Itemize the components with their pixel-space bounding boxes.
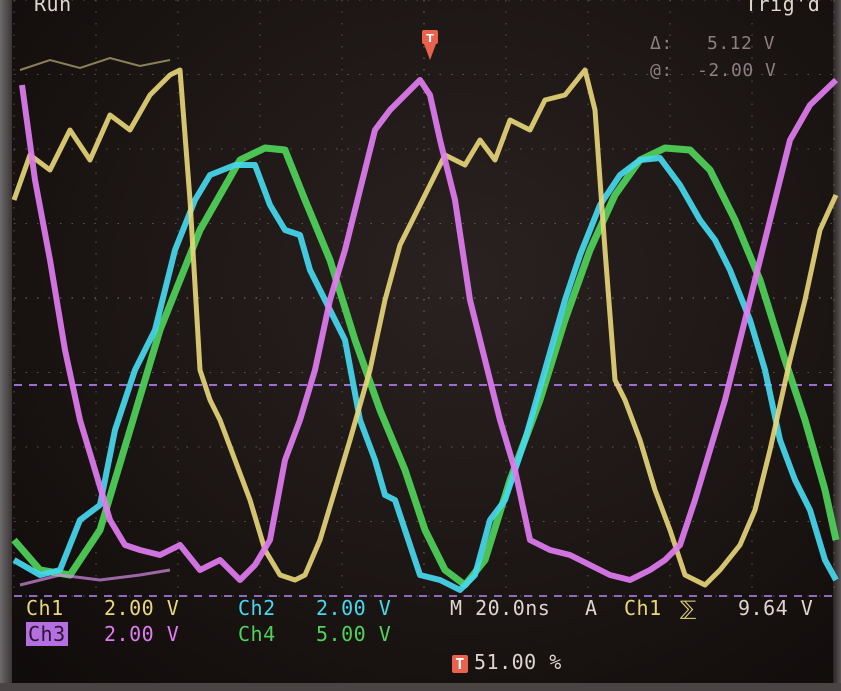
run-status: Run [34, 0, 72, 16]
ch3-label[interactable]: Ch3 [26, 622, 68, 646]
trigger-slope-icon: ⅀ [680, 596, 697, 620]
trigger-position-value: 51.00 % [474, 650, 562, 674]
cursor-delta-label: Δ: [650, 33, 673, 54]
trigger-position-readout[interactable]: T 51.00 % [452, 650, 562, 674]
ch2-scale: 2.00 V [316, 596, 392, 620]
ch1-scale: 2.00 V [104, 596, 180, 620]
ch1-waveform [11, 67, 839, 588]
timebase-scale[interactable]: M 20.0ns [450, 596, 551, 620]
screen-bezel-right [833, 0, 841, 691]
trigger-t-icon: T [452, 655, 468, 673]
trigger-source[interactable]: Ch1 [624, 596, 662, 620]
screen-bezel-left [0, 0, 12, 691]
ch3-scale: 2.00 V [104, 622, 180, 646]
trigger-status: Trig'd [745, 0, 821, 16]
ch3-label-text: Ch3 [26, 622, 68, 646]
cursor-delta-value: 5.12 V [707, 33, 776, 54]
cursor-at-label: @: [650, 60, 673, 81]
ch1-label[interactable]: Ch1 [26, 596, 64, 620]
ch2-label[interactable]: Ch2 [238, 596, 276, 620]
screen-bezel-bottom [0, 683, 841, 691]
ch3-waveform [19, 77, 839, 583]
trigger-position-icon[interactable]: T [421, 30, 439, 60]
acquisition-mode: A [585, 596, 598, 620]
svg-text:T: T [426, 32, 434, 45]
ch2-waveform [12, 155, 839, 593]
ch3-trace-baseline [19, 568, 171, 587]
ch4-scale: 5.00 V [316, 622, 392, 646]
trigger-level[interactable]: 9.64 V [738, 596, 814, 620]
ch1-waveform-ghost [19, 56, 171, 71]
cursor-at-value: -2.00 V [697, 60, 777, 81]
ch4-label[interactable]: Ch4 [238, 622, 276, 646]
ch4-waveform [11, 144, 840, 589]
